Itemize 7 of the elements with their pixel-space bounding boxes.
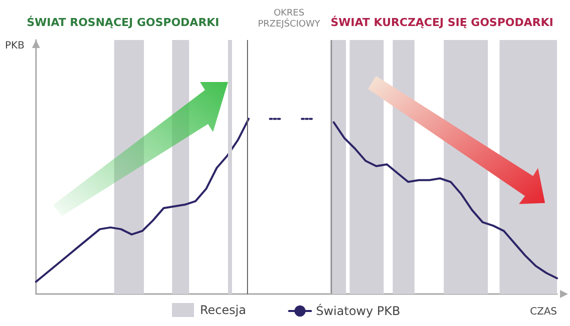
text: PKB <box>5 40 25 52</box>
legend-label: Światowy PKB <box>316 303 400 318</box>
x-axis-title: CZAS <box>530 306 558 318</box>
text: ŚWIAT KURCZĄCEJ SIĘ GOSPODARKI <box>330 15 554 29</box>
text: OKRES PRZEJŚCIOWY <box>258 8 321 30</box>
text: Recesja <box>200 303 246 317</box>
text: ŚWIAT ROSNĄCEJ GOSPODARKI <box>26 15 220 29</box>
